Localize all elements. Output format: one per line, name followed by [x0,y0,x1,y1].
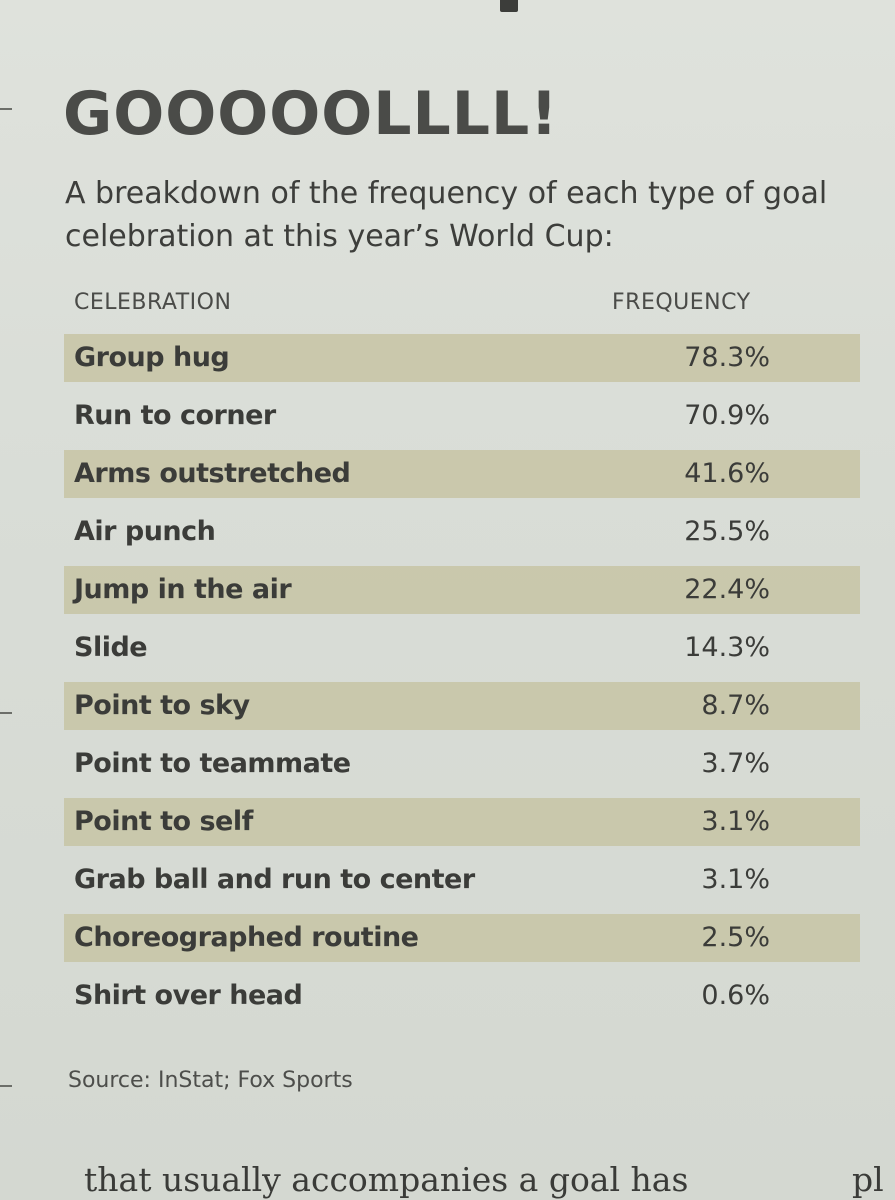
frequency-value: 41.6% [684,458,770,489]
table-row: Point to sky 8.7% [64,678,860,736]
celebration-label: Point to teammate [74,748,351,779]
frequency-value: 22.4% [684,574,770,605]
row-shading [64,334,860,382]
celebration-table: Group hug 78.3% Run to corner 70.9% Arms… [64,330,860,1026]
celebration-label: Shirt over head [74,980,303,1011]
headline-letter-fragment [500,0,518,12]
frequency-value: 0.6% [701,980,770,1011]
source-credit: Source: InStat; Fox Sports [68,1068,353,1093]
celebration-label: Grab ball and run to center [74,864,475,895]
celebration-label: Run to corner [74,400,276,431]
table-row: Jump in the air 22.4% [64,562,860,620]
subtitle: A breakdown of the frequency of each typ… [65,176,828,254]
article-body-text-right: pl [852,1160,884,1199]
headline: GOOOOOLLLL! [63,79,559,149]
celebration-label: Jump in the air [74,574,292,605]
frequency-value: 2.5% [701,922,770,953]
frequency-value: 3.1% [701,864,770,895]
row-shading [64,566,860,614]
table-row: Arms outstretched 41.6% [64,446,860,504]
table-row: Group hug 78.3% [64,330,860,388]
celebration-label: Point to self [74,806,253,837]
table-row: Slide 14.3% [64,620,860,678]
celebration-label: Slide [74,632,148,663]
row-shading [64,682,860,730]
row-shading [64,798,860,846]
table-row: Grab ball and run to center 3.1% [64,852,860,910]
frequency-value: 14.3% [684,632,770,663]
table-row: Point to self 3.1% [64,794,860,852]
celebration-label: Point to sky [74,690,250,721]
column-rule-mark [0,712,12,714]
column-header-celebration: CELEBRATION [74,290,232,315]
column-rule-mark [0,108,12,110]
column-rule-mark [0,1085,12,1087]
article-body-text: that usually accompanies a goal has [84,1160,689,1199]
celebration-label: Air punch [74,516,216,547]
table-row: Air punch 25.5% [64,504,860,562]
frequency-value: 8.7% [701,690,770,721]
celebration-label: Group hug [74,342,230,373]
frequency-value: 78.3% [684,342,770,373]
frequency-value: 70.9% [684,400,770,431]
celebration-label: Choreographed routine [74,922,419,953]
row-shading [64,450,860,498]
row-shading [64,914,860,962]
table-row: Choreographed routine 2.5% [64,910,860,968]
frequency-value: 3.1% [701,806,770,837]
frequency-value: 25.5% [684,516,770,547]
frequency-value: 3.7% [701,748,770,779]
column-header-frequency: FREQUENCY [612,290,751,315]
celebration-label: Arms outstretched [74,458,351,489]
table-row: Run to corner 70.9% [64,388,860,446]
table-row: Shirt over head 0.6% [64,968,860,1026]
table-row: Point to teammate 3.7% [64,736,860,794]
